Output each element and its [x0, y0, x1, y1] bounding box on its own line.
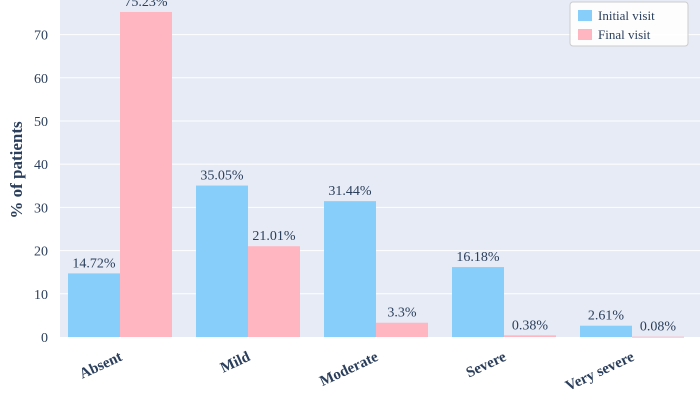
y-tick-label: 70	[34, 29, 48, 44]
data-label: 0.08%	[640, 320, 677, 335]
data-label: 31.44%	[328, 184, 372, 199]
x-tick-label: Severe	[464, 349, 509, 381]
legend: Initial visit Final visit	[569, 1, 689, 47]
data-label: 14.72%	[72, 256, 116, 271]
data-label: 0.38%	[512, 318, 549, 333]
data-label: 75.23%	[124, 0, 168, 10]
data-label: 16.18%	[456, 250, 500, 265]
bar-final-very-severe	[632, 336, 684, 338]
y-tick-label: 50	[34, 115, 48, 130]
legend-label-final: Final visit	[598, 27, 651, 42]
bar-initial-moderate	[324, 201, 376, 337]
y-tick-label: 0	[41, 331, 48, 346]
bar-final-mild	[248, 246, 300, 337]
y-tick-label: 60	[34, 72, 48, 87]
x-tick-label: Mild	[218, 349, 253, 377]
bar-final-absent	[120, 11, 172, 337]
bar-initial-absent	[68, 273, 120, 337]
legend-swatch-initial	[578, 10, 592, 21]
x-tick-label: Absent	[77, 349, 125, 383]
legend-box	[569, 1, 689, 47]
legend-label-initial: Initial visit	[598, 8, 655, 23]
legend-swatch-final	[578, 29, 592, 40]
x-tick-label: Moderate	[317, 349, 381, 390]
bar-initial-severe	[452, 267, 504, 337]
y-tick-label: 40	[34, 158, 48, 173]
data-label: 3.3%	[387, 306, 417, 321]
bar-initial-mild	[196, 185, 248, 337]
y-tick-label: 20	[34, 245, 48, 260]
y-tick-label: 30	[34, 201, 48, 216]
data-label: 2.61%	[588, 309, 625, 324]
data-label: 35.05%	[200, 169, 244, 184]
y-tick-labels: 0 10 20 30 40 50 60 70	[34, 29, 48, 346]
bars	[68, 11, 684, 338]
x-tick-label: Very severe	[563, 349, 637, 395]
data-labels: 14.72% 75.23% 35.05% 21.01% 31.44% 3.3% 16.18%…	[72, 0, 676, 335]
bar-final-severe	[504, 335, 556, 337]
bar-final-moderate	[376, 322, 428, 337]
bar-initial-very-severe	[580, 325, 632, 337]
category-labels: Absent Mild Moderate Severe Very severe	[77, 349, 637, 395]
y-axis-title: % of patients	[7, 121, 26, 219]
data-label: 21.01%	[252, 229, 296, 244]
y-tick-label: 10	[34, 288, 48, 303]
